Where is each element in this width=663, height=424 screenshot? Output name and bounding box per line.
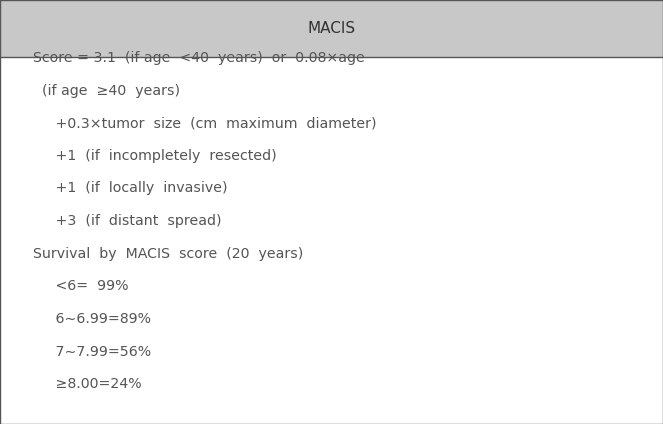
Text: (if age  ≥40  years): (if age ≥40 years) (33, 84, 180, 98)
Text: 6∼6.99=89%: 6∼6.99=89% (33, 312, 151, 326)
Text: +1  (if  locally  invasive): +1 (if locally invasive) (33, 181, 227, 195)
FancyBboxPatch shape (0, 57, 663, 424)
FancyBboxPatch shape (0, 0, 663, 57)
Text: 7∼7.99=56%: 7∼7.99=56% (33, 345, 151, 359)
Text: +3  (if  distant  spread): +3 (if distant spread) (33, 214, 221, 228)
Text: <6=  99%: <6= 99% (33, 279, 129, 293)
Text: +0.3×tumor  size  (cm  maximum  diameter): +0.3×tumor size (cm maximum diameter) (33, 116, 377, 130)
Text: Score = 3.1  (if age  <40  years)  or  0.08×age: Score = 3.1 (if age <40 years) or 0.08×a… (33, 51, 365, 65)
Text: MACIS: MACIS (308, 21, 355, 36)
Text: Survival  by  MACIS  score  (20  years): Survival by MACIS score (20 years) (33, 247, 304, 261)
Text: +1  (if  incompletely  resected): +1 (if incompletely resected) (33, 149, 276, 163)
Text: ≥8.00=24%: ≥8.00=24% (33, 377, 142, 391)
